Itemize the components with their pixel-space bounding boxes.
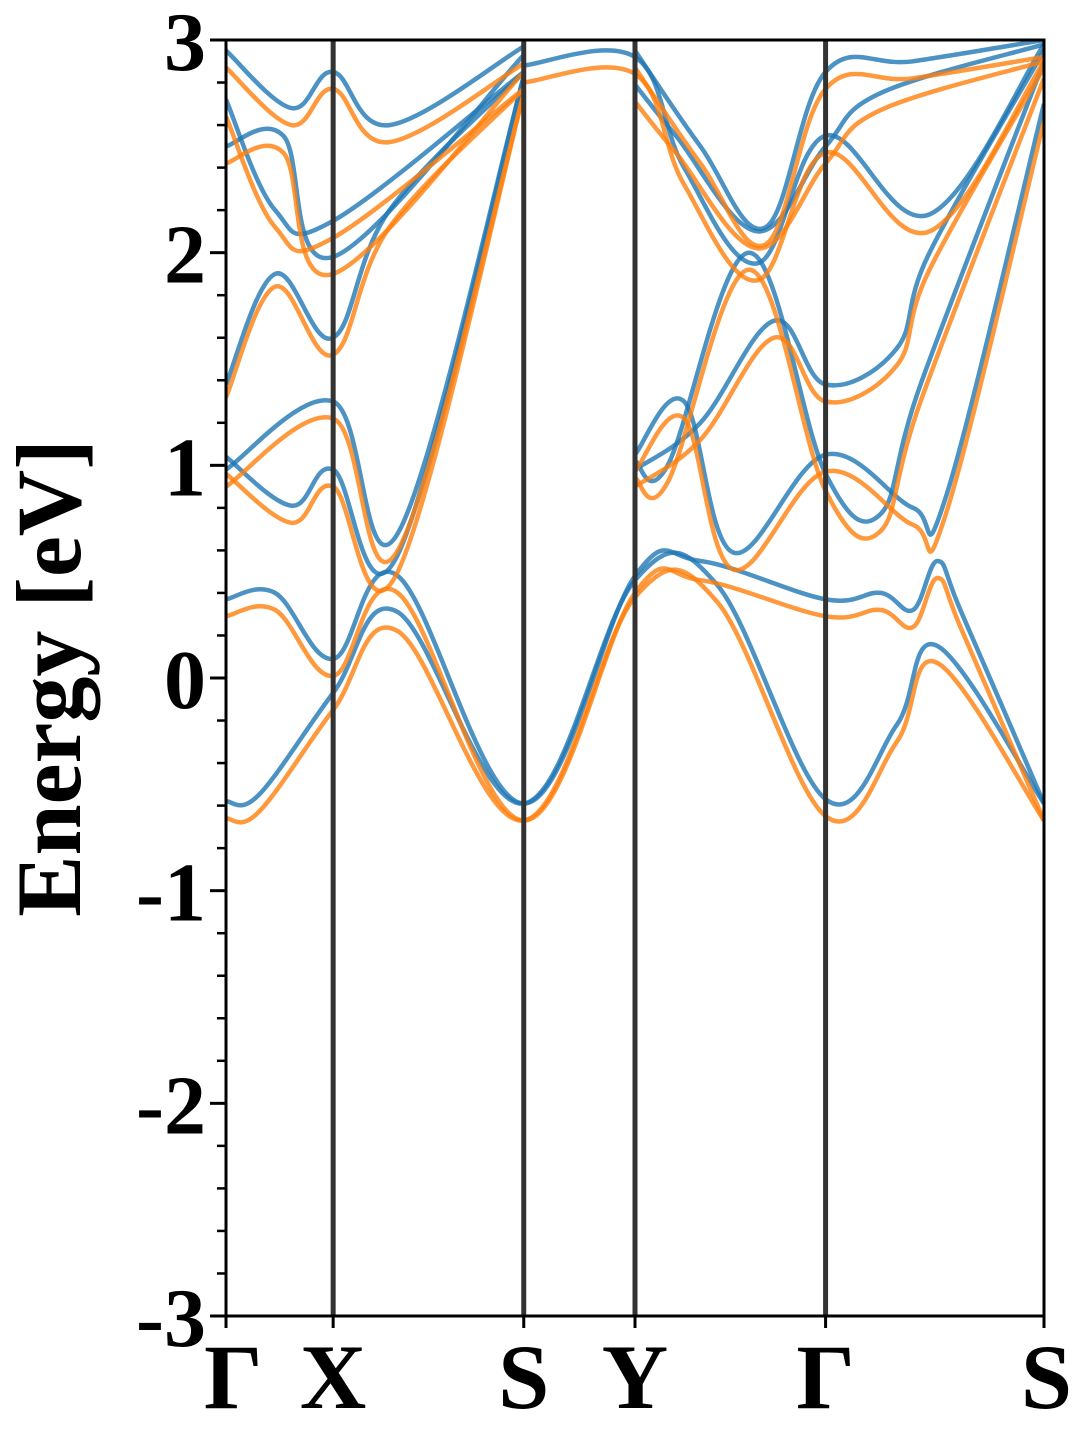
x-tick-label: S: [498, 1326, 549, 1428]
band-line: [633, 49, 1044, 472]
y-axis-label: Energy [eV]: [0, 439, 100, 917]
x-tick-label: X: [300, 1326, 366, 1428]
y-axis: 3 2 1 0 -1 -2 -3: [136, 0, 226, 1365]
band-line: [226, 75, 526, 577]
band-line: [633, 66, 1044, 489]
x-tick-label: Y: [602, 1326, 668, 1428]
x-tick-label: Γ: [796, 1326, 855, 1428]
band-line: [633, 120, 1044, 573]
band-line: [633, 59, 1044, 251]
x-tick-label: Γ: [204, 1326, 263, 1428]
band-line: [226, 53, 526, 261]
band-line: [226, 92, 526, 594]
band-line: [226, 70, 526, 278]
y-tick-label: 2: [164, 209, 206, 302]
y-tick-label: 3: [164, 0, 206, 89]
y-tick-label: 0: [164, 634, 206, 727]
y-tick-label: -2: [136, 1059, 206, 1152]
band-line: [226, 61, 525, 145]
series-1: [226, 54, 1044, 825]
band-line: [226, 566, 1044, 823]
band-line: [633, 54, 1044, 249]
y-tick-label: 1: [164, 421, 206, 514]
band-line: [633, 40, 1044, 232]
band-line: [226, 548, 1044, 806]
x-tick-label: S: [1021, 1326, 1072, 1428]
y-tick-label: -1: [136, 847, 206, 940]
band-line: [226, 44, 525, 128]
band-line: [226, 92, 526, 565]
high-symmetry-lines: [330, 40, 829, 1316]
y-tick-label: -3: [136, 1272, 206, 1365]
band-line: [523, 60, 1044, 283]
band-line: [226, 75, 526, 548]
